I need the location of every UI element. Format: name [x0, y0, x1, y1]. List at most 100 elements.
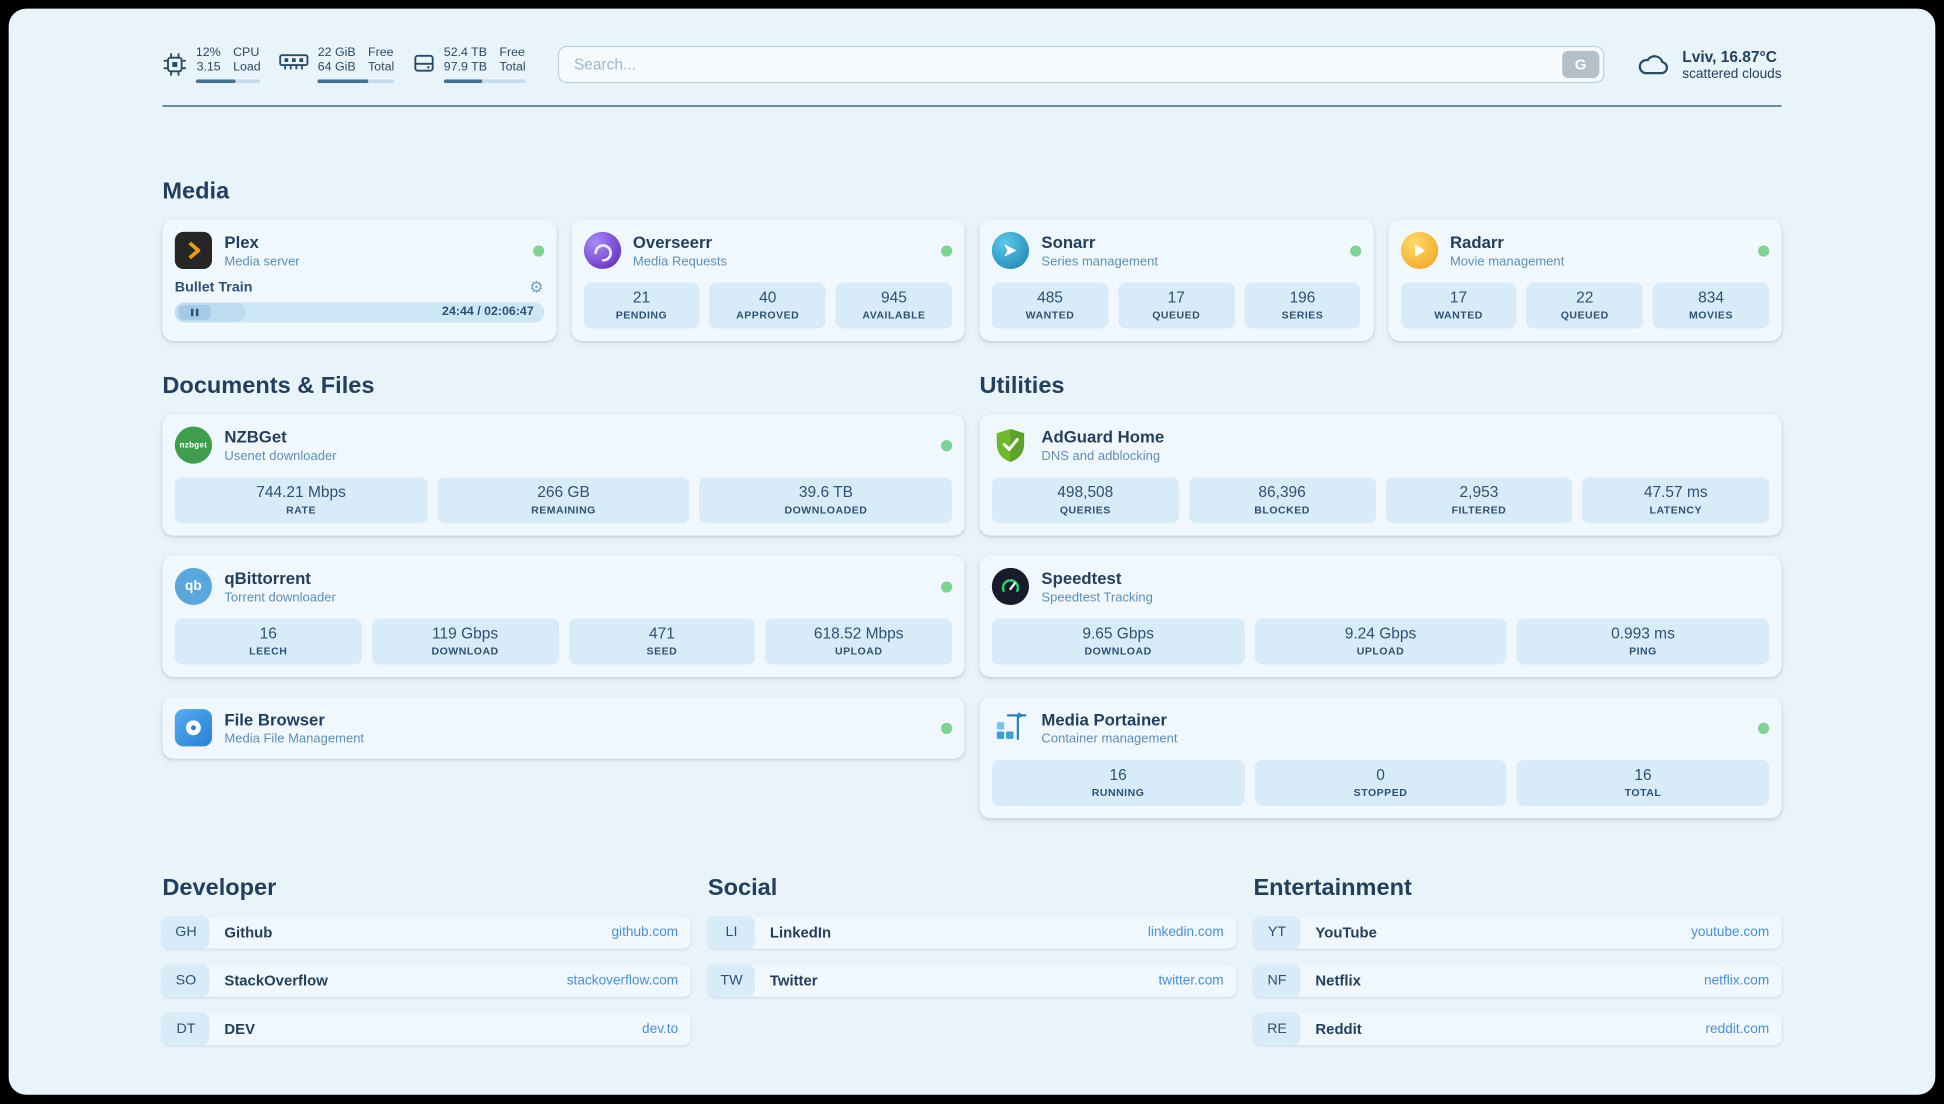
bookmark-dev[interactable]: DT DEV dev.to [162, 1012, 691, 1046]
qbittorrent-icon: qb [174, 567, 213, 606]
bookmark-abbr: SO [162, 964, 210, 997]
cpu-widget: 12% CPU 3.15 Load [162, 45, 261, 84]
service-subtitle: Container management [1041, 730, 1178, 746]
service-subtitle: Speedtest Tracking [1041, 589, 1153, 605]
cpu-progress-bar [195, 79, 261, 84]
status-dot [1758, 722, 1770, 734]
service-subtitle: DNS and adblocking [1041, 448, 1161, 464]
stat-block: 16 RUNNING [991, 759, 1245, 806]
stat-block: 266 GB REMAINING [437, 477, 690, 524]
section-heading-social: Social [707, 875, 778, 902]
memory-label-bottom: Total [368, 60, 395, 75]
playback-progress-bar: 24:44 / 02:06:47 [174, 302, 544, 323]
cpu-load-value: 3.15 [196, 60, 221, 75]
status-dot [1758, 244, 1770, 257]
bookmark-stackoverflow[interactable]: SO StackOverflow stackoverflow.com [162, 964, 691, 997]
status-dot [941, 439, 953, 451]
service-card-plex[interactable]: Plex Media server Bullet Train ⚙ 24:44 /… [162, 219, 557, 341]
memory-icon [279, 52, 309, 72]
stat-block: 86,396 BLOCKED [1188, 477, 1376, 524]
section-heading-developer: Developer [162, 875, 277, 902]
stat-block: 16 TOTAL [1516, 759, 1770, 806]
weather-widget[interactable]: Lviv, 16.87°C scattered clouds [1636, 48, 1782, 81]
adguard-icon [992, 426, 1029, 463]
plex-icon [174, 231, 213, 270]
memory-progress-bar [317, 79, 395, 84]
service-subtitle: Media Requests [632, 253, 727, 269]
search-bar: G [557, 45, 1605, 84]
now-playing-title: Bullet Train [174, 279, 253, 295]
utilities-column: Utilities AdGuard Home DNS and adblockin… [979, 373, 1782, 838]
overseerr-icon [583, 231, 621, 270]
service-card-radarr[interactable]: Radarr Movie management 17 WANTED 22 QUEUE… [1387, 219, 1782, 341]
section-heading-utilities: Utilities [979, 373, 1065, 400]
bookmark-netflix[interactable]: NF Netflix netflix.com [1253, 964, 1782, 997]
bookmark-name: Netflix [1315, 972, 1361, 990]
bookmark-url: linkedin.com [1147, 924, 1224, 940]
stat-block: 0 STOPPED [1254, 759, 1507, 806]
sonarr-icon [991, 231, 1030, 270]
service-subtitle: Media server [224, 253, 300, 269]
bookmark-group-social: Social LI LinkedIn linkedin.com TW Twitt… [707, 875, 1237, 1013]
bookmark-abbr: TW [707, 964, 756, 997]
service-title: Plex [224, 232, 259, 252]
bookmark-reddit[interactable]: RE Reddit reddit.com [1253, 1012, 1782, 1046]
bookmark-url: reddit.com [1705, 1021, 1770, 1037]
bookmark-url: netflix.com [1704, 973, 1770, 989]
playback-time: 24:44 / 02:06:47 [442, 304, 534, 319]
bookmark-url: twitter.com [1158, 973, 1224, 989]
search-provider-button[interactable]: G [1562, 50, 1600, 79]
service-subtitle: Series management [1041, 253, 1158, 269]
stat-block: 21 PENDING [583, 282, 700, 329]
bookmark-group-developer: Developer GH Github github.com SO StackO… [162, 875, 691, 1061]
stat-block: 0.993 ms PING [1516, 618, 1770, 665]
stat-block: 834 MOVIES [1652, 282, 1770, 329]
status-dot [941, 722, 953, 734]
stat-block: 945 AVAILABLE [835, 282, 953, 329]
service-card-adguard[interactable]: AdGuard Home DNS and adblocking 498,508 Q… [979, 414, 1782, 536]
memory-free-value: 22 GiB [317, 45, 356, 60]
service-card-sonarr[interactable]: Sonarr Series management 485 WANTED 17 QUE… [979, 219, 1374, 341]
stat-block: 16 LEECH [174, 618, 362, 665]
bookmark-url: dev.to [642, 1021, 679, 1037]
service-card-qbittorrent[interactable]: qb qBittorrent Torrent downloader 16 LEEC… [162, 555, 965, 677]
top-bar: 12% CPU 3.15 Load 22 GiB Free 64 [162, 45, 1782, 84]
bookmark-name: Github [224, 923, 273, 942]
stat-block: 744.21 Mbps RATE [174, 477, 428, 524]
bookmark-youtube[interactable]: YT YouTube youtube.com [1253, 916, 1782, 949]
media-card-grid: Plex Media server Bullet Train ⚙ 24:44 /… [162, 219, 1782, 341]
service-subtitle: Usenet downloader [224, 448, 337, 464]
bookmark-twitter[interactable]: TW Twitter twitter.com [707, 964, 1237, 997]
resource-widgets: 12% CPU 3.15 Load 22 GiB Free 64 [162, 45, 526, 84]
stat-block: 618.52 Mbps UPLOAD [765, 618, 953, 665]
plex-now-playing: Bullet Train ⚙ 24:44 / 02:06:47 [174, 277, 544, 323]
section-heading-media: Media [162, 178, 230, 205]
service-card-portainer[interactable]: Media Portainer Container management 16 R… [979, 696, 1782, 819]
bookmark-url: youtube.com [1691, 924, 1770, 940]
service-card-nzbget[interactable]: nzbget NZBGet Usenet downloader 744.21 M… [162, 414, 965, 536]
stat-block: 39.6 TB DOWNLOADED [699, 477, 953, 524]
bookmark-github[interactable]: GH Github github.com [162, 916, 691, 949]
stat-block: 2,953 FILTERED [1385, 477, 1573, 524]
bookmark-linkedin[interactable]: LI LinkedIn linkedin.com [707, 916, 1237, 949]
cpu-label-top: CPU [233, 45, 260, 60]
disk-progress-bar [443, 79, 526, 84]
service-card-filebrowser[interactable]: File Browser Media File Management [162, 696, 965, 759]
cpu-label-bottom: Load [233, 60, 261, 75]
stat-block: 196 SERIES [1244, 282, 1361, 329]
service-card-overseerr[interactable]: Overseerr Media Requests 21 PENDING 40 APP… [570, 219, 965, 341]
section-heading-entertainment: Entertainment [1253, 875, 1412, 902]
stat-block: 485 WANTED [991, 282, 1109, 329]
cloud-icon [1636, 52, 1671, 77]
stat-block: 471 SEED [568, 618, 756, 665]
search-input[interactable] [557, 45, 1605, 84]
dashboard-panel: 12% CPU 3.15 Load 22 GiB Free 64 [8, 8, 1936, 1095]
settings-icon[interactable]: ⚙ [529, 277, 544, 297]
service-card-speedtest[interactable]: Speedtest Speedtest Tracking 9.65 Gbps DO… [979, 555, 1782, 677]
header-divider [162, 105, 1782, 107]
service-title: Speedtest [1041, 568, 1122, 588]
service-title: NZBGet [224, 427, 287, 446]
pause-button[interactable] [178, 304, 211, 320]
stat-block: 17 WANTED [1400, 282, 1517, 329]
memory-label-top: Free [368, 45, 394, 60]
